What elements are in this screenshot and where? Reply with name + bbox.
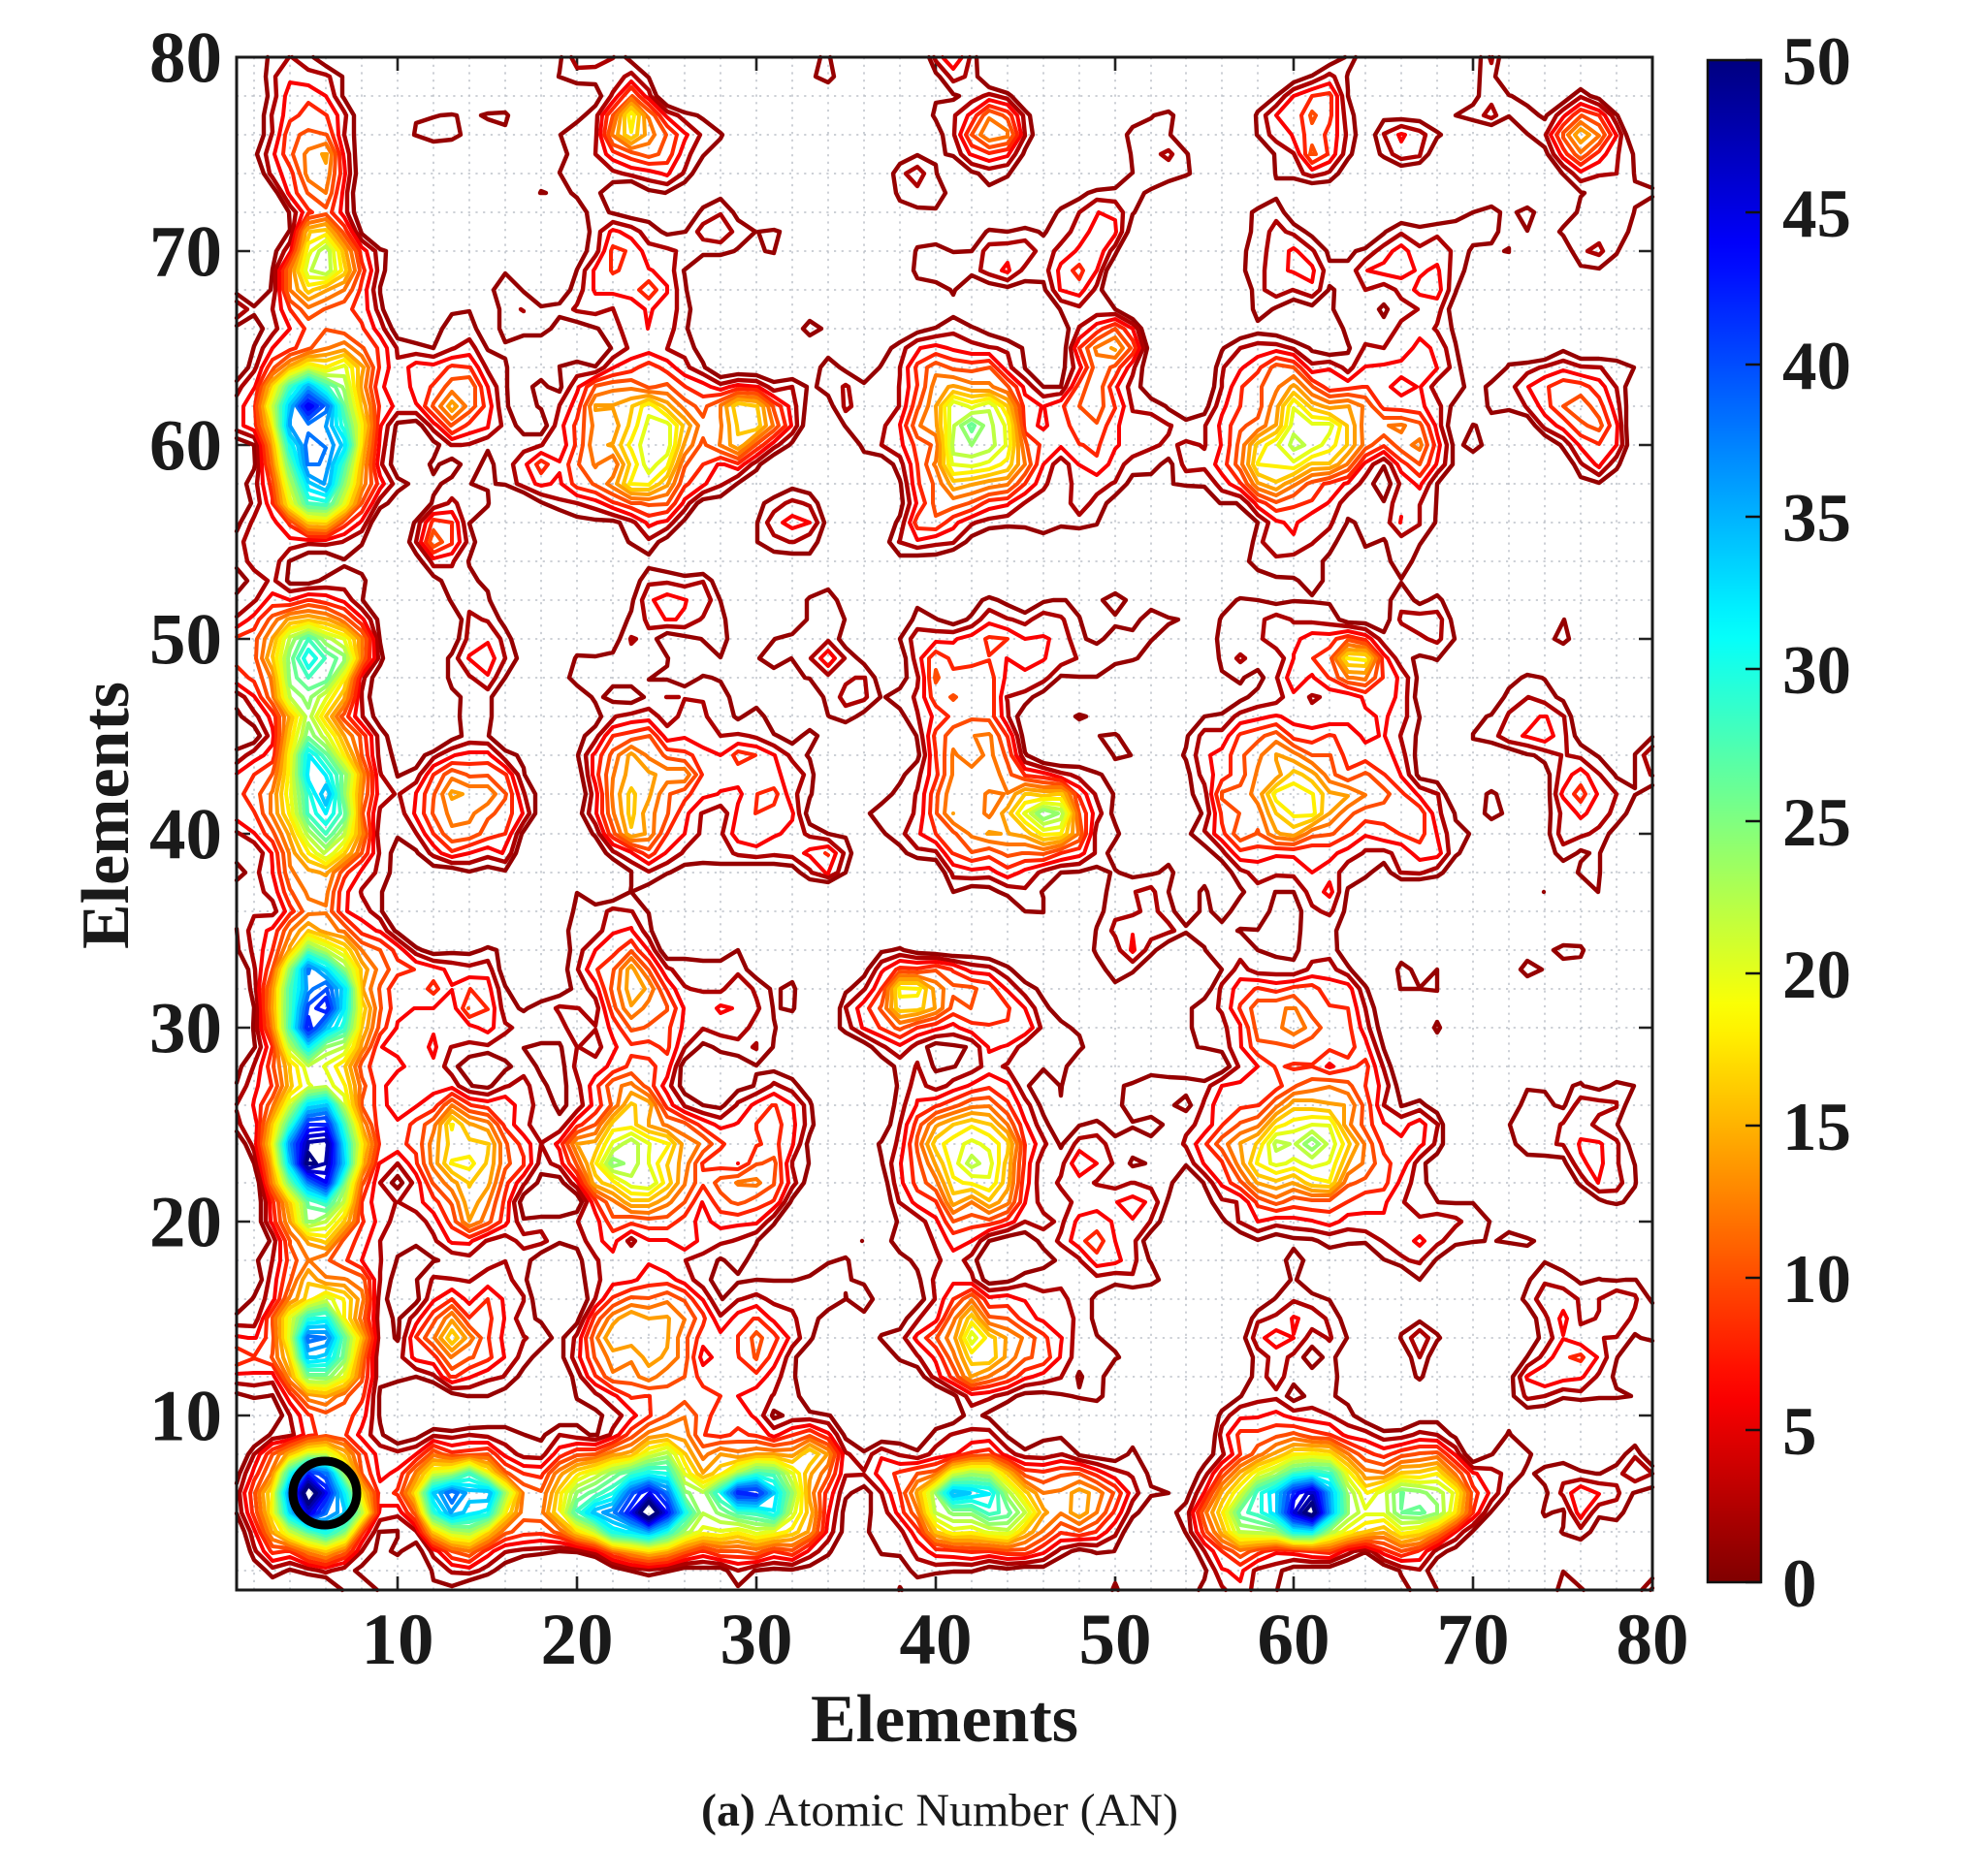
svg-text:50: 50 <box>149 600 222 681</box>
svg-text:30: 30 <box>149 989 222 1069</box>
svg-text:10: 10 <box>362 1600 434 1680</box>
svg-text:(a) Atomic Number (AN): (a) Atomic Number (AN) <box>701 1785 1178 1836</box>
svg-text:50: 50 <box>1782 24 1851 100</box>
svg-text:60: 60 <box>1258 1600 1330 1680</box>
svg-text:40: 40 <box>900 1600 973 1680</box>
svg-text:50: 50 <box>1079 1600 1152 1680</box>
svg-text:40: 40 <box>1782 329 1851 404</box>
svg-text:70: 70 <box>149 212 222 293</box>
svg-text:30: 30 <box>1782 633 1851 709</box>
svg-text:60: 60 <box>149 406 222 487</box>
svg-text:Elements: Elements <box>69 682 144 949</box>
svg-text:0: 0 <box>1782 1546 1817 1622</box>
svg-text:80: 80 <box>149 18 222 99</box>
svg-text:40: 40 <box>149 795 222 875</box>
svg-text:10: 10 <box>1782 1242 1851 1318</box>
svg-text:10: 10 <box>149 1377 222 1457</box>
svg-text:Elements: Elements <box>811 1682 1078 1757</box>
svg-text:20: 20 <box>1782 938 1851 1013</box>
svg-text:25: 25 <box>1782 785 1851 861</box>
svg-text:20: 20 <box>541 1600 614 1680</box>
svg-text:15: 15 <box>1782 1090 1851 1165</box>
svg-text:35: 35 <box>1782 481 1851 556</box>
svg-text:20: 20 <box>149 1183 222 1263</box>
svg-text:45: 45 <box>1782 176 1851 252</box>
svg-text:70: 70 <box>1437 1600 1510 1680</box>
svg-text:30: 30 <box>721 1600 793 1680</box>
svg-text:80: 80 <box>1617 1600 1689 1680</box>
svg-text:5: 5 <box>1782 1394 1817 1470</box>
